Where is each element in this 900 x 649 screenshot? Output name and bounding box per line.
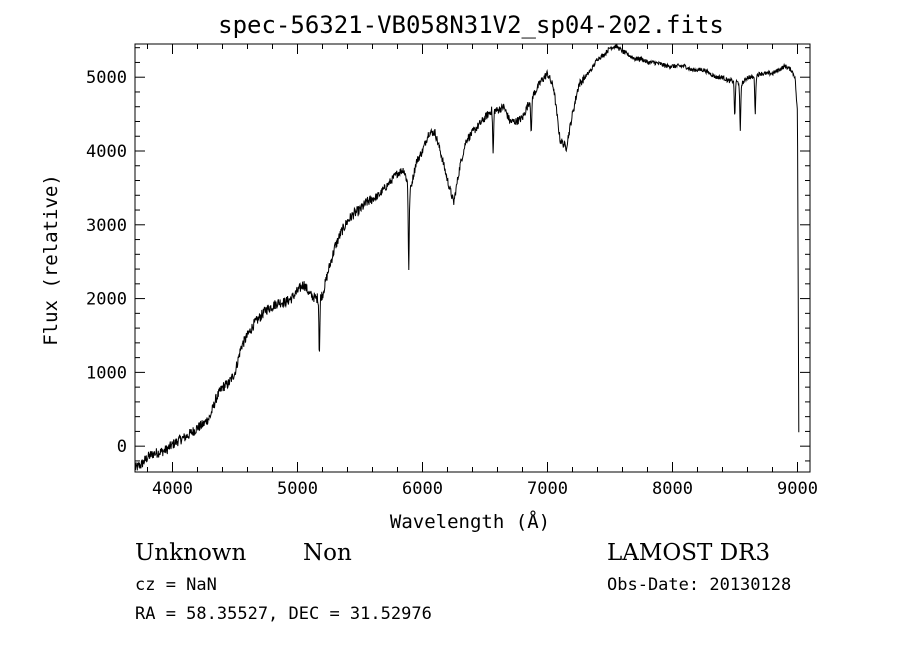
y-tick-label: 1000	[86, 363, 127, 383]
y-tick-label: 4000	[86, 142, 127, 162]
object-class: Non	[303, 540, 352, 566]
y-tick-label: 5000	[86, 68, 127, 88]
survey-label: LAMOST DR3	[607, 540, 770, 566]
x-tick-label: 5000	[277, 479, 318, 499]
x-tick-label: 7000	[527, 479, 568, 499]
y-tick-label: 2000	[86, 290, 127, 310]
spectrum-line	[135, 44, 800, 471]
x-tick-label: 6000	[402, 479, 443, 499]
y-tick-label: 0	[117, 437, 127, 457]
x-tick-label: 8000	[652, 479, 693, 499]
cz-value: cz = NaN	[135, 575, 217, 595]
x-tick-label: 4000	[152, 479, 193, 499]
axis-ticks	[135, 44, 810, 472]
axis-tick-labels: 4000 5000 6000 7000 8000 9000 0 1000 2000 3000 400…	[86, 68, 818, 499]
x-tick-label: 9000	[777, 479, 818, 499]
plot-frame	[134, 43, 811, 473]
obs-date: Obs-Date: 20130128	[607, 575, 791, 595]
x-axis-label: Wavelength (Å)	[390, 510, 550, 533]
y-tick-label: 3000	[86, 216, 127, 236]
y-axis-label: Flux (relative)	[40, 174, 62, 346]
coordinates: RA = 58.35527, DEC = 31.52976	[135, 604, 432, 624]
chart-title: spec-56321-VB058N31V2_sp04-202.fits	[218, 11, 724, 39]
object-name: Unknown	[135, 540, 246, 566]
